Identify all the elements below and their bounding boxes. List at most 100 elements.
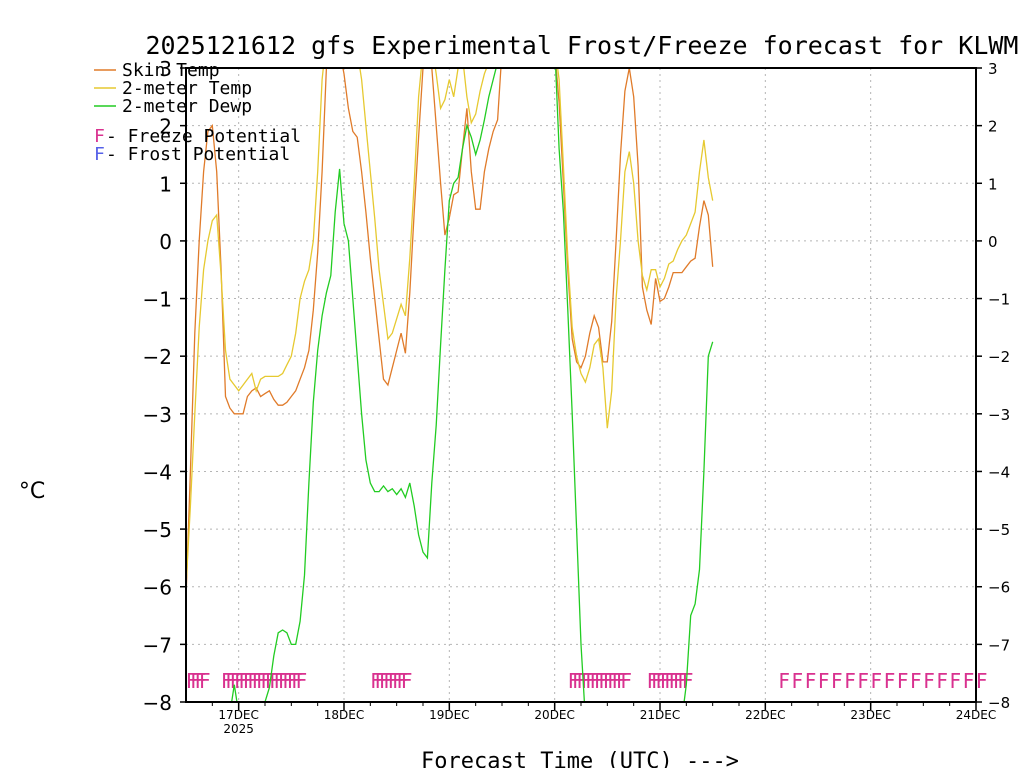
freeze-flag: F [884, 669, 896, 693]
y-tick-label-right: −4 [988, 463, 1010, 481]
freeze-flag: F [603, 669, 615, 693]
y-tick-label-right: −6 [988, 579, 1010, 597]
freeze-flag: F [296, 669, 308, 693]
freeze-flag: F [871, 669, 883, 693]
x-tick-label: 19DEC [429, 708, 469, 722]
series-line-2-meter-temp [556, 68, 714, 429]
freeze-flag: F [388, 669, 400, 693]
freeze-flag: F [379, 669, 391, 693]
legend-label: 2-meter Temp [122, 78, 252, 99]
freeze-flag: F [656, 669, 668, 693]
freeze-flag: F [664, 669, 676, 693]
series-line-skin-temp [186, 68, 502, 599]
freeze-flag: F [831, 669, 843, 693]
freeze-flag: F [585, 669, 597, 693]
x-tick-label: 22DEC [745, 708, 785, 722]
y-tick-label-left: −2 [143, 345, 172, 369]
freeze-flag: F [577, 669, 589, 693]
chart-title: 2025121612 gfs Experimental Frost/Freeze… [146, 31, 1019, 60]
freeze-flag: F [844, 669, 856, 693]
freeze-flag: F [252, 669, 264, 693]
y-tick-label-left: 3 [159, 57, 172, 81]
x-tick-label: 18DEC [324, 708, 364, 722]
freeze-flag: F [669, 669, 681, 693]
y-tick-label-left: −4 [143, 460, 172, 484]
y-tick-label-right: −1 [988, 291, 1010, 309]
y-tick-label-right: −5 [988, 521, 1010, 539]
y-tick-label-right: −3 [988, 406, 1010, 424]
freeze-flag: F [243, 669, 255, 693]
freeze-flag: F [910, 669, 922, 693]
freeze-flag: F [221, 669, 233, 693]
freeze-flag: F [858, 669, 870, 693]
x-tick-label: 20DEC [534, 708, 574, 722]
freeze-flag: F [287, 669, 299, 693]
freeze-flag: F [673, 669, 685, 693]
freeze-flag: F [607, 669, 619, 693]
y-tick-label-right: −7 [988, 636, 1010, 654]
series-line-2-meter-dewp [230, 684, 238, 702]
y-tick-label-left: 1 [159, 172, 172, 196]
legend-flag-glyph: F [94, 126, 105, 147]
y-tick-label-left: 0 [159, 230, 172, 254]
freeze-flag: F [950, 669, 962, 693]
freeze-flag: F [976, 669, 988, 693]
series-line-skin-temp [555, 68, 714, 370]
freeze-flag: F [651, 669, 663, 693]
freeze-flag: F [190, 669, 202, 693]
freeze-flag: F [581, 669, 593, 693]
y-tick-label-right: 1 [988, 175, 998, 193]
x-tick-label: 24DEC [956, 708, 996, 722]
y-tick-label-left: −5 [143, 518, 172, 542]
freeze-flag: F [963, 669, 975, 693]
series-line-2-meter-dewp [683, 341, 714, 702]
freeze-flag: F [186, 669, 198, 693]
legend-flag-label: - Freeze Potential [106, 126, 301, 147]
freeze-flag: F [392, 669, 404, 693]
y-tick-label-right: −8 [988, 694, 1010, 712]
freeze-flag: F [792, 669, 804, 693]
y-tick-label-left: 2 [159, 115, 172, 139]
freeze-flag: F [291, 669, 303, 693]
x-axis-label: Forecast Time (UTC) ---> [421, 749, 739, 768]
freeze-flag: F [621, 669, 633, 693]
freeze-flag: F [594, 669, 606, 693]
freeze-flag: F [230, 669, 242, 693]
freeze-flag: F [370, 669, 382, 693]
freeze-flag: F [274, 669, 286, 693]
legend-label: Skin Temp [122, 60, 220, 81]
series-layer [186, 68, 714, 702]
y-tick-label-right: −2 [988, 348, 1010, 366]
freeze-flag: F [818, 669, 830, 693]
freeze-flag: F [779, 669, 791, 693]
y-tick-label-left: −6 [143, 576, 172, 600]
y-tick-label-right: 3 [988, 60, 998, 78]
freeze-flag: F [283, 669, 295, 693]
freeze-flag: F [375, 669, 387, 693]
freeze-flag: F [647, 669, 659, 693]
freeze-flag: F [590, 669, 602, 693]
freeze-flag: F [682, 669, 694, 693]
series-line-2-meter-dewp [555, 68, 586, 702]
freeze-flag: F [401, 669, 413, 693]
y-tick-label-left: −8 [143, 691, 172, 715]
y-tick-label-left: −1 [143, 288, 172, 312]
freeze-flag: F [937, 669, 949, 693]
freeze-flag: F [239, 669, 251, 693]
freeze-flag: F [278, 669, 290, 693]
x-tick-label: 21DEC [640, 708, 680, 722]
freeze-flag: F [269, 669, 281, 693]
axis-ticks: 3 3 2 2 1 1 0 0 −1 −1 −2 −2 −3 −3 −4 −4 −5 −5 −6 −6 −7 −7 −8 −8… [143, 57, 1011, 736]
freeze-flag: F [616, 669, 628, 693]
legend-flag-glyph: F [94, 144, 105, 165]
freeze-flag: F [247, 669, 259, 693]
x-tick-label: 17DEC [218, 708, 258, 722]
freeze-flag: F [923, 669, 935, 693]
freeze-flag: F [397, 669, 409, 693]
freeze-flag: F [572, 669, 584, 693]
freeze-flag: F [261, 669, 273, 693]
freeze-flag: F [805, 669, 817, 693]
grid [186, 67, 977, 703]
